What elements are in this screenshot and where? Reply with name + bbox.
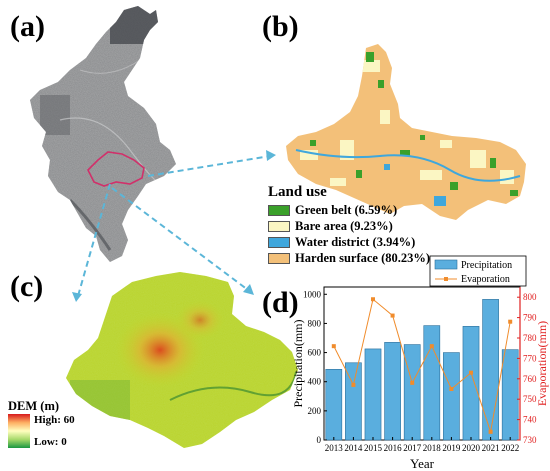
- evaporation-point: [449, 387, 454, 391]
- x-tick-label: 2019: [442, 443, 461, 453]
- left-tick-label: 600: [308, 348, 322, 358]
- land-use-legend-item: Green belt (6.59%): [268, 203, 397, 217]
- evaporation-point: [469, 370, 473, 375]
- bar: [364, 348, 382, 441]
- right-tick-label: 790: [523, 313, 537, 323]
- panel-label-a: (a): [10, 10, 45, 43]
- land-use-legend-item: Water district (3.94%): [268, 235, 415, 249]
- right-tick-label: 750: [523, 394, 537, 404]
- legend-line-marker: [444, 277, 448, 281]
- x-tick-label: 2016: [384, 443, 403, 453]
- evaporation-line: [333, 298, 511, 432]
- right-tick-label: 760: [523, 374, 537, 384]
- left-tick-label: 800: [308, 318, 322, 328]
- legend-label: Harden surface (80.23%): [295, 251, 431, 265]
- panel-label-b: (b): [262, 10, 299, 43]
- bar: [462, 326, 480, 441]
- legend-swatch: [268, 252, 290, 264]
- evaporation-point: [410, 380, 415, 385]
- bar: [325, 369, 343, 441]
- evaporation-point: [331, 344, 336, 349]
- left-tick-label: 200: [308, 406, 322, 416]
- evaporation-point: [488, 429, 493, 434]
- bar: [482, 299, 499, 441]
- bar: [423, 325, 441, 441]
- legend-label: Water district (3.94%): [295, 235, 416, 249]
- legend-bar-swatch: [434, 259, 458, 270]
- left-tick-label: 1000: [303, 289, 322, 299]
- right-tick-label: 740: [523, 415, 537, 425]
- legend-label: Green belt (6.59%): [295, 203, 398, 217]
- x-tick-label: 2022: [501, 443, 519, 453]
- land-use-legend-item: Bare area (9.23%): [268, 219, 393, 233]
- legend-swatch: [268, 220, 290, 232]
- evaporation-point: [429, 344, 434, 349]
- x-tick-label: 2017: [403, 443, 422, 453]
- left-tick-label: 400: [308, 377, 322, 387]
- study-area-outline: [87, 151, 145, 187]
- x-tick-label: 2018: [423, 443, 442, 453]
- x-axis-label: Year: [410, 456, 435, 471]
- arrow-to-d: [111, 187, 249, 291]
- right-tick-label: 730: [523, 435, 537, 445]
- x-tick-label: 2013: [325, 443, 344, 453]
- legend-precipitation-label: Precipitation: [461, 260, 512, 271]
- arrow-to-b: [147, 155, 271, 177]
- x-tick-label: 2021: [482, 443, 500, 453]
- bar: [384, 342, 401, 441]
- dem-low-label: Low: 0: [34, 436, 67, 448]
- x-tick-label: 2015: [364, 443, 383, 453]
- evaporation-point: [390, 313, 395, 318]
- evaporation-point: [351, 382, 356, 387]
- legend-swatch: [268, 236, 290, 248]
- panel-label-d: (d): [262, 286, 299, 319]
- right-tick-label: 780: [523, 333, 537, 343]
- right-axis-label: Evaporation(mm): [535, 321, 549, 406]
- dem-color-ramp: [8, 414, 30, 448]
- bar: [403, 344, 421, 441]
- land-use-legend-item: Harden surface (80.23%): [268, 251, 430, 265]
- right-tick-label: 800: [523, 292, 537, 302]
- legend-label: Bare area (9.23%): [295, 219, 393, 233]
- legend-evaporation-label: Evaporation: [461, 274, 510, 285]
- dem-high-label: High: 60: [34, 414, 75, 426]
- x-tick-label: 2020: [462, 443, 481, 453]
- legend-swatch: [268, 204, 290, 216]
- dem-legend-title: DEM (m): [8, 399, 60, 413]
- land-use-legend-title: Land use: [268, 184, 327, 200]
- bar: [443, 352, 460, 441]
- evaporation-point: [508, 319, 513, 324]
- left-tick-label: 0: [317, 435, 322, 445]
- x-tick-label: 2014: [344, 443, 363, 453]
- left-axis-label: Precipitation(mm): [291, 320, 305, 408]
- bar: [501, 349, 519, 441]
- right-tick-label: 770: [523, 353, 537, 363]
- evaporation-point: [371, 297, 375, 302]
- panel-label-c: (c): [10, 270, 44, 303]
